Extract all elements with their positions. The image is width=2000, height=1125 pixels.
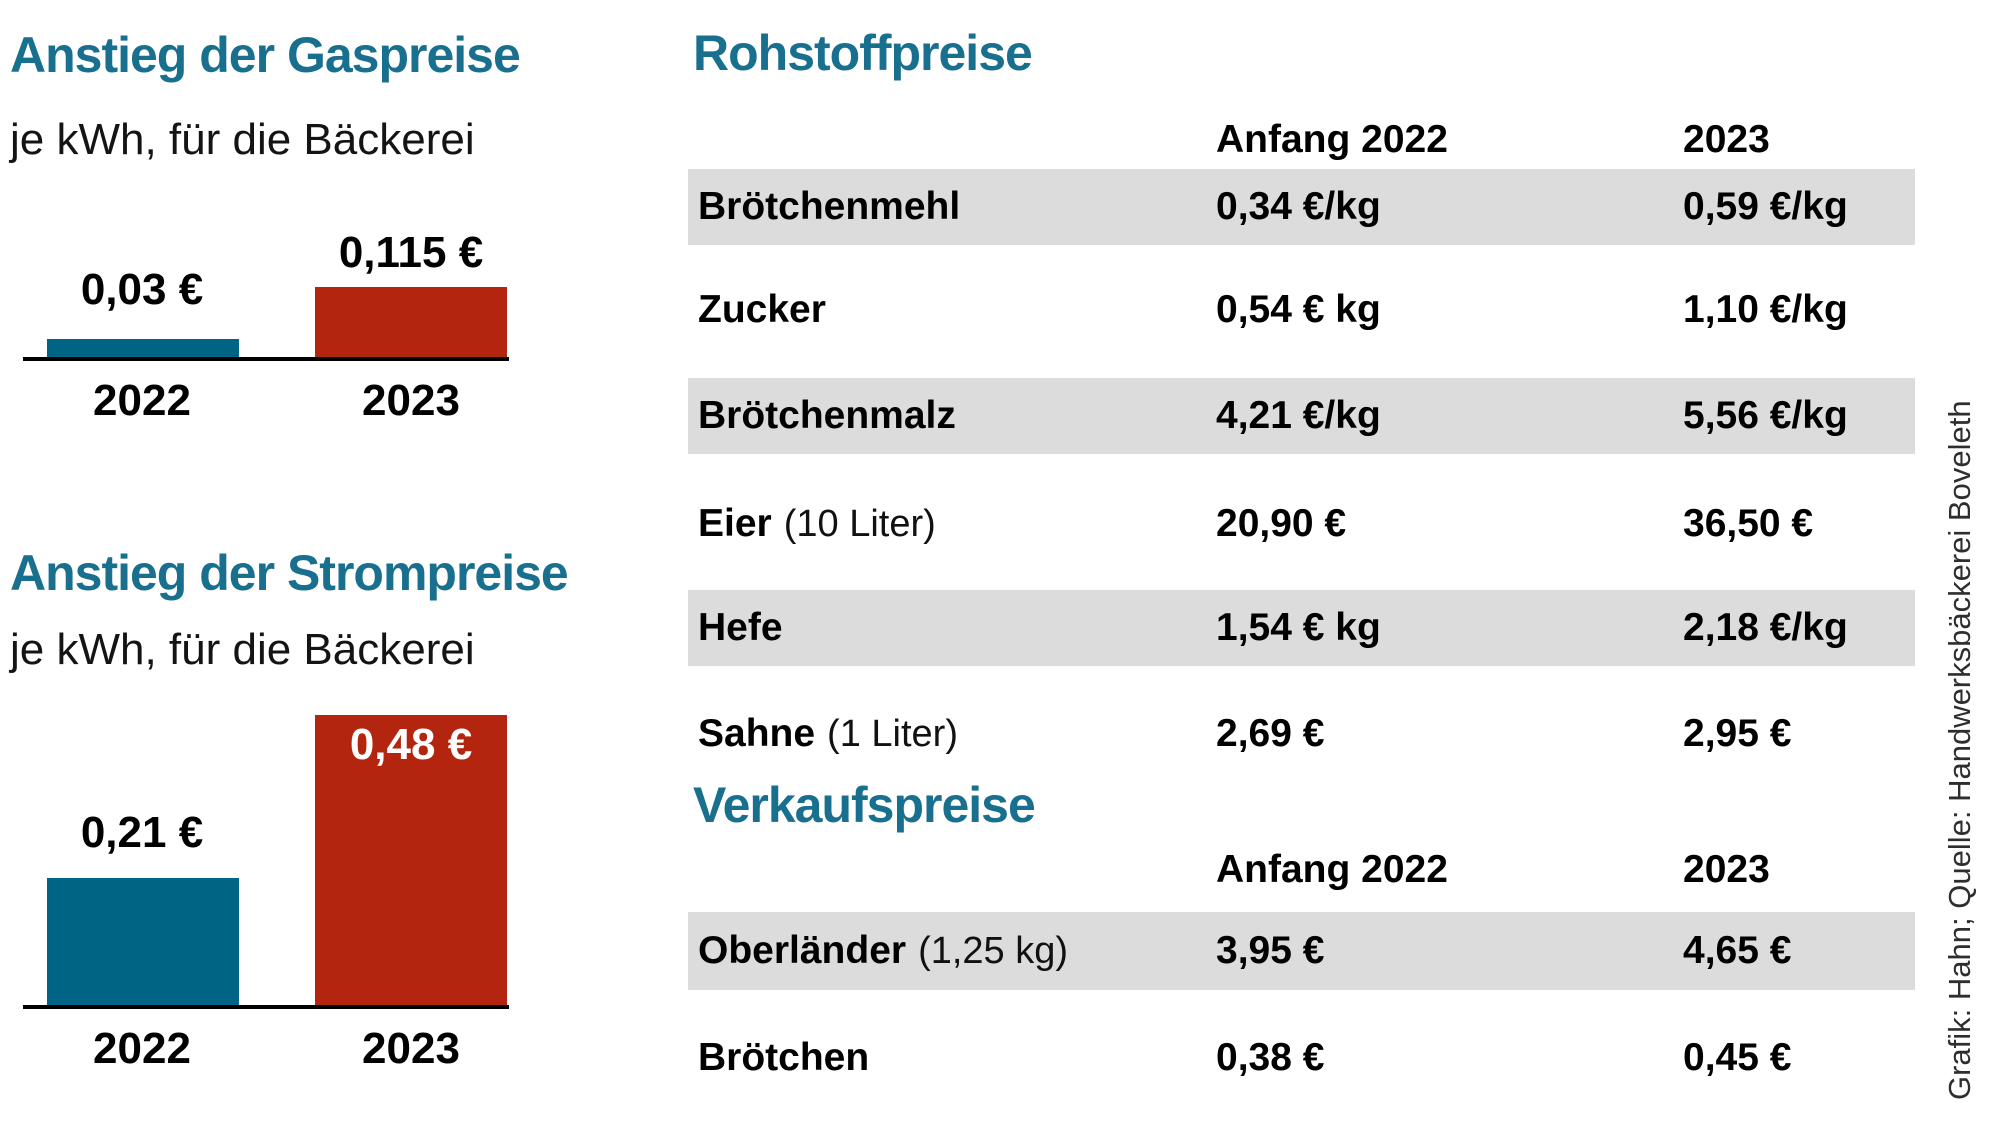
value-2023: 36,50 € [1683,502,1814,545]
row-label: Brötchen [698,1036,870,1079]
gas-value-label-2023: 0,115 € [338,228,484,277]
gas-axis-label-2023: 2023 [362,376,460,425]
table-row-broetchenmehl: Brötchenmehl 0,34 €/kg 0,59 €/kg [688,169,1915,245]
row-note: (1,25 kg) [918,930,1069,972]
row-label: Oberländer [698,929,907,972]
table-row-oberlaender: Oberländer (1,25 kg) 3,95 € 4,65 € [688,912,1915,990]
table-row-broetchen: Brötchen 0,38 € 0,45 € [688,1020,1915,1096]
gas-axis-label-2022: 2022 [93,376,191,425]
gas-value-label-2022: 0,03 € [80,265,204,314]
electricity-axis-label-2023: 2023 [362,1024,460,1073]
gas-bar-2023 [315,287,507,357]
column-header-2023: 2023 [1683,848,1770,891]
value-2023: 2,18 €/kg [1683,606,1848,649]
column-header-2022: Anfang 2022 [1216,848,1448,891]
raw-materials-header-row: Anfang 2022 2023 [688,112,1915,168]
value-2022: 4,21 €/kg [1216,394,1381,437]
value-2022: 0,34 €/kg [1216,185,1381,228]
electricity-bar-2022 [47,878,239,1005]
value-2022: 1,54 € kg [1216,606,1381,649]
value-2022: 3,95 € [1216,929,1325,972]
table-row-hefe: Hefe 1,54 € kg 2,18 €/kg [688,590,1915,666]
sales-prices-table-title: Verkaufspreise [693,777,1036,833]
row-label: Eier [698,502,772,545]
raw-materials-table-title: Rohstoffpreise [693,25,1033,81]
column-header-2022: Anfang 2022 [1216,118,1448,161]
value-2023: 0,45 € [1683,1036,1792,1079]
table-row-eier: Eier (10 Liter) 20,90 € 36,50 € [688,486,1915,562]
gas-bar-2022 [47,339,239,357]
row-label: Zucker [698,288,826,331]
row-label: Sahne [698,712,816,755]
source-credit: Grafik: Hahn; Quelle: Handwerksbäckerei … [1942,400,1977,1100]
value-2022: 0,54 € kg [1216,288,1381,331]
value-2023: 1,10 €/kg [1683,288,1848,331]
sales-prices-header-row: Anfang 2022 2023 [688,842,1915,898]
table-row-broetchenmalz: Brötchenmalz 4,21 €/kg 5,56 €/kg [688,378,1915,454]
table-row-sahne: Sahne (1 Liter) 2,69 € 2,95 € [688,696,1915,772]
value-2022: 20,90 € [1216,502,1347,545]
value-2022: 0,38 € [1216,1036,1325,1079]
column-header-2023: 2023 [1683,118,1770,161]
table-row-zucker: Zucker 0,54 € kg 1,10 €/kg [688,272,1915,348]
electricity-value-label-2022: 0,21 € [80,808,204,857]
gas-chart-title: Anstieg der Gaspreise [10,27,521,83]
row-label: Hefe [698,606,783,649]
value-2023: 5,56 €/kg [1683,394,1848,437]
gas-price-bar-chart: 0,03 € 0,115 € 2022 2023 [23,200,509,423]
electricity-price-bar-chart: 0,21 € 0,48 € 2022 2023 [23,705,509,1071]
value-2023: 2,95 € [1683,712,1792,755]
value-2023: 0,59 €/kg [1683,185,1848,228]
electricity-chart-subtitle: je kWh, für die Bäckerei [10,625,475,674]
row-label: Brötchenmalz [698,394,956,437]
row-note: (10 Liter) [783,503,936,545]
electricity-chart-title: Anstieg der Strompreise [10,545,569,601]
row-note: (1 Liter) [827,713,958,755]
electricity-axis-label-2022: 2022 [93,1024,191,1073]
gas-chart-subtitle: je kWh, für die Bäckerei [10,115,475,164]
value-2023: 4,65 € [1683,929,1792,972]
electricity-bar-2023 [315,715,507,1005]
electricity-value-label-2023: 0,48 € [349,720,473,769]
row-label: Brötchenmehl [698,185,961,228]
value-2022: 2,69 € [1216,712,1325,755]
